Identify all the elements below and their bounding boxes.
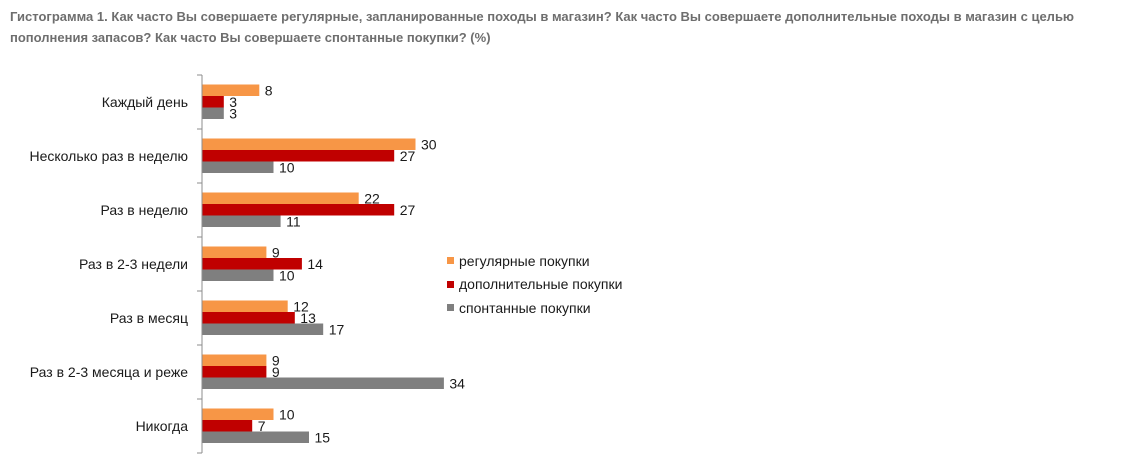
- bar-additional: [202, 258, 302, 270]
- category-label: Раз в неделю: [100, 202, 188, 218]
- bar-regular: [202, 84, 260, 96]
- bar-regular: [202, 300, 288, 312]
- data-label-additional: 14: [307, 256, 323, 272]
- data-label-regular: 12: [293, 298, 309, 314]
- legend-label-regular: регулярные покупки: [459, 252, 590, 269]
- legend-item-spontaneous: спонтанные покупки: [447, 296, 622, 320]
- chart-legend: регулярные покупки дополнительные покупк…: [447, 249, 622, 320]
- legend-item-regular: регулярные покупки: [447, 249, 622, 273]
- bar-regular: [202, 354, 267, 366]
- data-label-spontaneous: 10: [279, 159, 295, 175]
- data-label-additional: 9: [272, 364, 280, 380]
- data-label-regular: 10: [279, 406, 295, 422]
- data-label-additional: 7: [258, 418, 266, 434]
- data-label-additional: 27: [400, 202, 416, 218]
- data-label-spontaneous: 17: [329, 321, 345, 337]
- legend-swatch-additional: [447, 280, 454, 288]
- chart-caption: Гистограмма 1. Как часто Вы совершаете р…: [10, 9, 1075, 45]
- bar-regular: [202, 408, 274, 420]
- data-label-regular: 8: [265, 82, 273, 98]
- bar-regular: [202, 138, 416, 150]
- bar-spontaneous: [202, 215, 281, 227]
- bar-additional: [202, 312, 295, 324]
- data-label-additional: 27: [400, 148, 416, 164]
- data-label-spontaneous: 3: [229, 105, 237, 121]
- category-label: Никогда: [136, 418, 189, 434]
- category-label: Раз в 2-3 недели: [79, 256, 188, 272]
- legend-swatch-regular: [447, 257, 454, 265]
- category-label: Каждый день: [102, 94, 188, 110]
- bar-spontaneous: [202, 269, 274, 281]
- data-label-regular: 9: [272, 352, 280, 368]
- legend-label-spontaneous: спонтанные покупки: [459, 299, 591, 316]
- bar-additional: [202, 366, 267, 378]
- bar-regular: [202, 246, 267, 258]
- category-label: Несколько раз в неделю: [30, 148, 189, 164]
- category-label: Раз в 2-3 месяца и реже: [30, 364, 188, 380]
- bar-additional: [202, 96, 224, 108]
- legend-label-additional: дополнительные покупки: [459, 276, 623, 293]
- bar-spontaneous: [202, 377, 444, 389]
- bar-additional: [202, 204, 395, 216]
- bar-spontaneous: [202, 107, 224, 119]
- legend-item-additional: дополнительные покупки: [447, 273, 622, 297]
- data-label-spontaneous: 11: [286, 213, 301, 229]
- data-label-spontaneous: 10: [279, 267, 295, 283]
- legend-swatch-spontaneous: [447, 304, 454, 312]
- category-label: Раз в месяц: [110, 310, 188, 326]
- bar-spontaneous: [202, 161, 274, 173]
- data-label-additional: 3: [229, 94, 237, 110]
- data-label-regular: 22: [364, 190, 380, 206]
- data-label-additional: 13: [300, 310, 316, 326]
- data-label-spontaneous: 34: [449, 375, 465, 391]
- bar-spontaneous: [202, 431, 309, 443]
- bar-spontaneous: [202, 323, 324, 335]
- data-label-regular: 9: [272, 244, 280, 260]
- bar-regular: [202, 192, 359, 204]
- data-label-spontaneous: 15: [315, 429, 331, 445]
- bar-additional: [202, 150, 395, 162]
- data-label-regular: 30: [421, 136, 437, 152]
- bar-additional: [202, 420, 253, 432]
